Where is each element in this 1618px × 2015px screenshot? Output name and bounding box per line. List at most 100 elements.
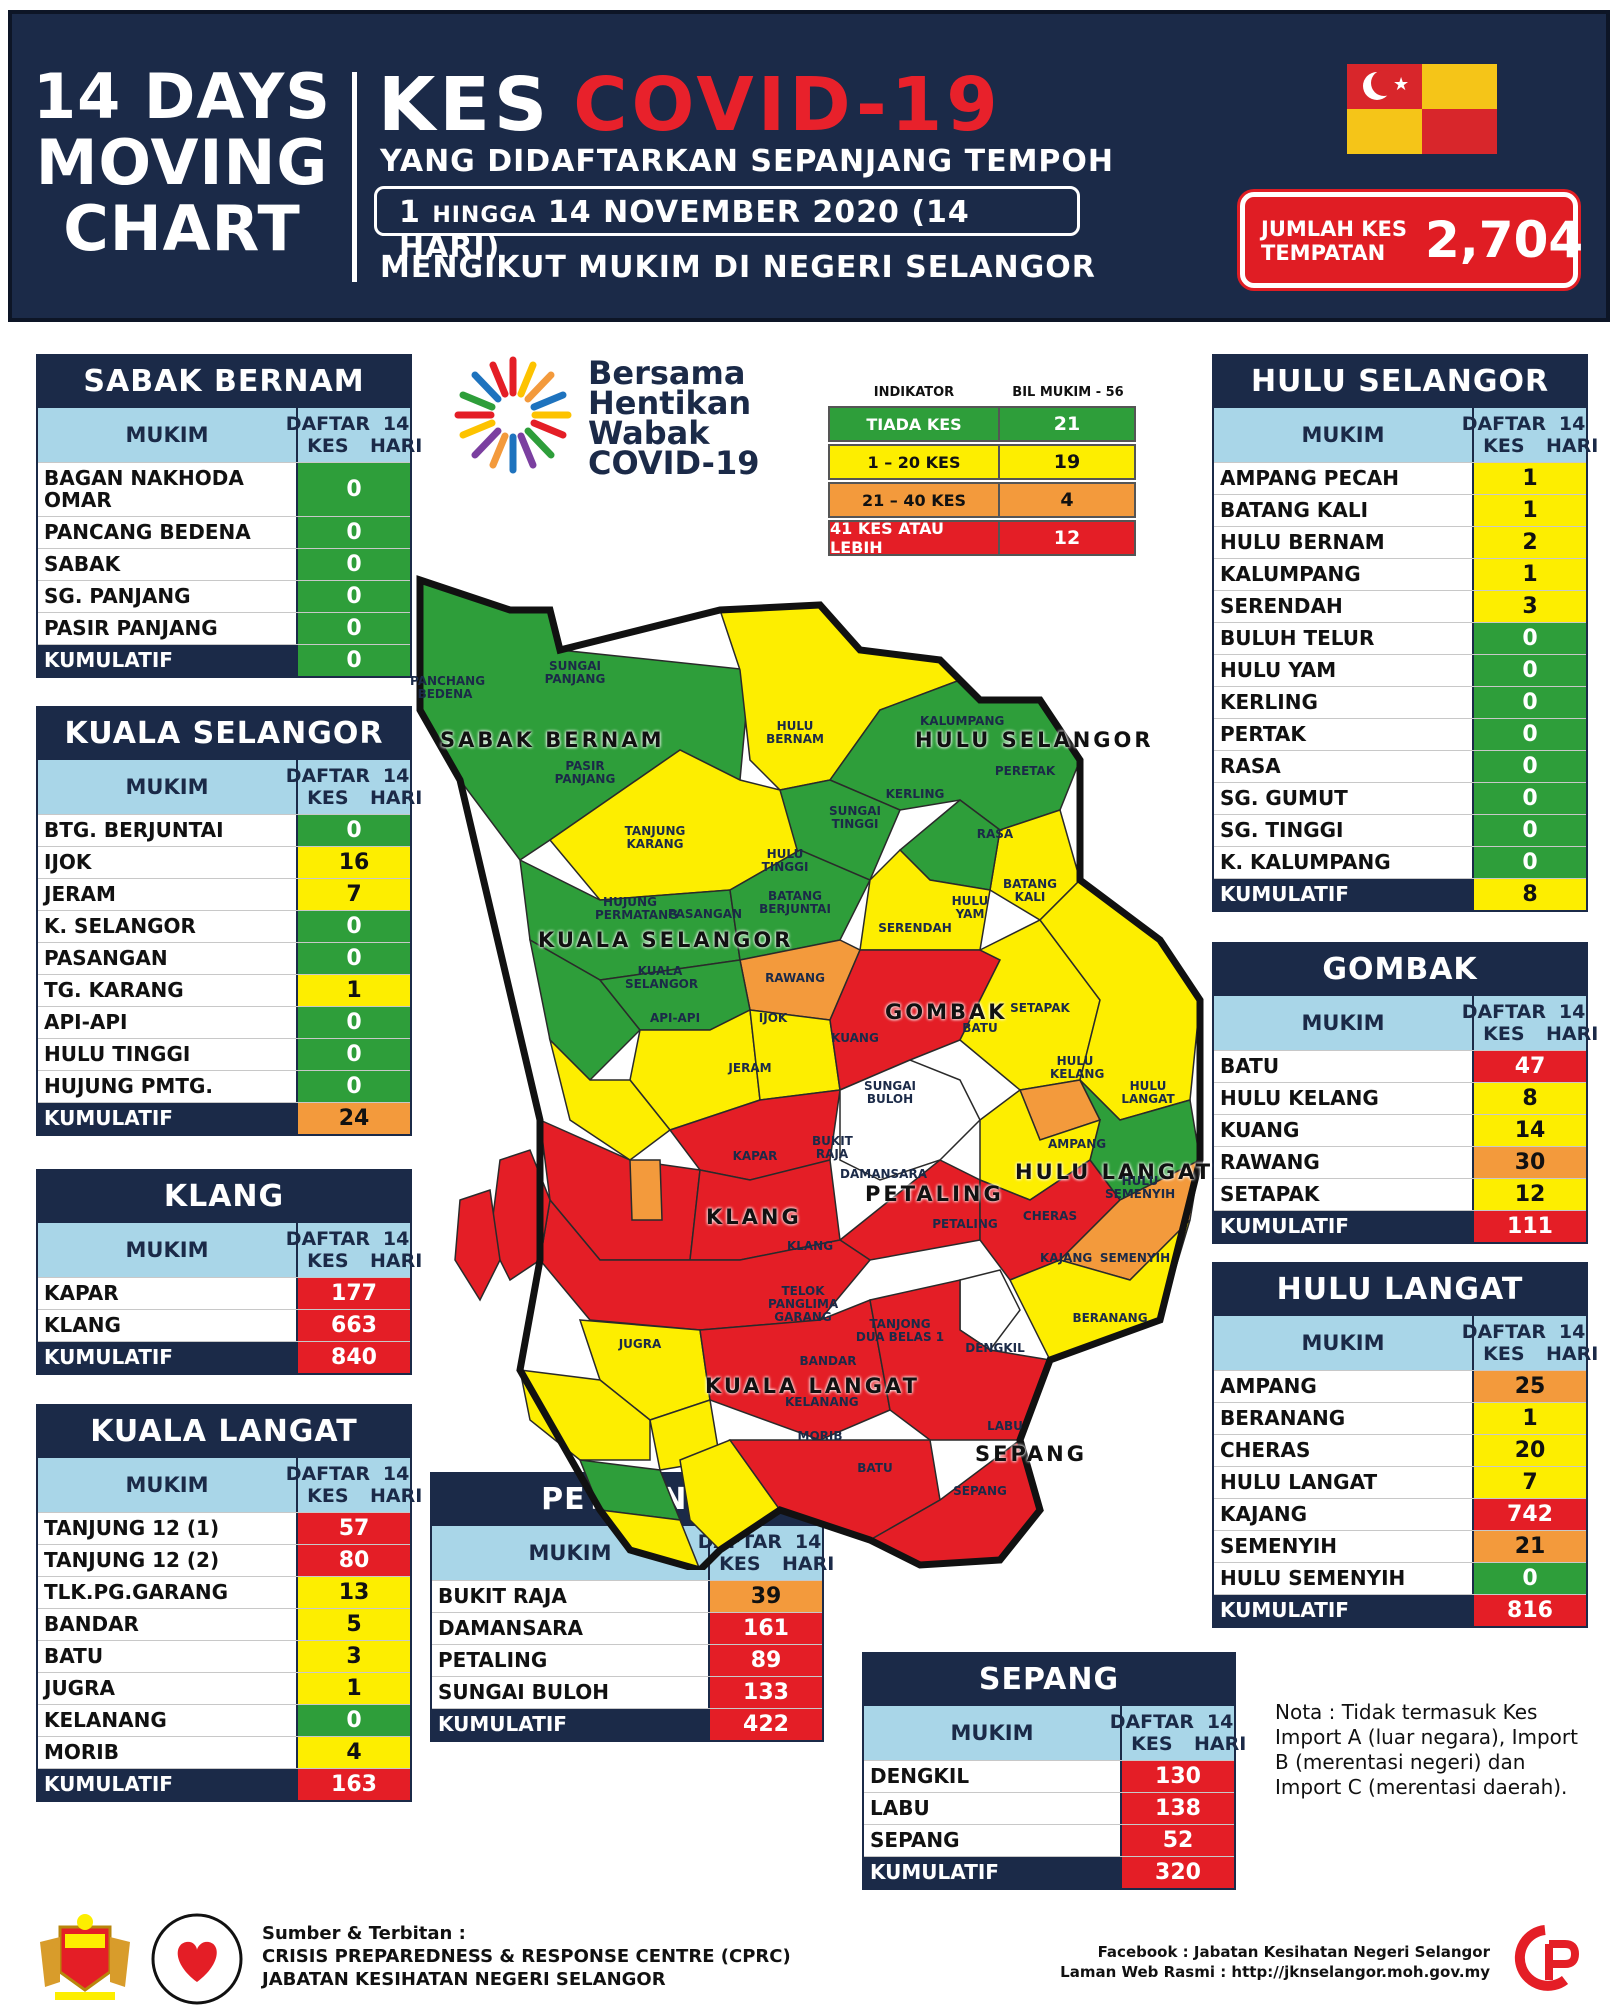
map-label: SUNGAI PANJANG (544, 659, 606, 686)
mukim-name: BAGAN NAKHODA OMAR (38, 463, 298, 516)
mukim-name: SG. PANJANG (38, 581, 298, 612)
mukim-name: LABU (864, 1793, 1122, 1824)
case-count: 130 (1122, 1761, 1234, 1792)
website-link[interactable]: Laman Web Rasmi : http://jknselangor.moh… (1060, 1963, 1490, 1981)
case-count: 20 (1474, 1435, 1586, 1466)
indicator-label: 21 – 40 KES (828, 482, 1000, 518)
table-row: DAMANSARA 161 (432, 1612, 822, 1644)
table-row: HUJUNG PMTG. 0 (38, 1070, 410, 1102)
kumulatif-label: KUMULATIF (38, 1103, 298, 1134)
table-row: HULU SEMENYIH 0 (1214, 1562, 1586, 1594)
table-row: RAWANG 30 (1214, 1146, 1586, 1178)
table-hulu-selangor: HULU SELANGOR MUKIM DAFTAR KES 14 HARI AMPAN… (1212, 354, 1598, 912)
map-district-petaling: PETALING (865, 1182, 1004, 1206)
case-count: 0 (298, 517, 410, 548)
mukim-name: BATU (1214, 1051, 1474, 1082)
case-count: 177 (298, 1278, 410, 1309)
table-row: PASIR PANJANG 0 (38, 612, 410, 644)
table-klang: KLANG MUKIM DAFTAR KES 14 HARI KAPAR 177 KLANG… (36, 1169, 422, 1375)
table-hulu-langat: HULU LANGAT MUKIM DAFTAR KES 14 HARI AMPANG 2… (1212, 1262, 1598, 1628)
kumulatif-label: KUMULATIF (38, 1342, 298, 1373)
table-row: LABU 138 (864, 1792, 1234, 1824)
kumulatif-row: KUMULATIF 320 (864, 1856, 1234, 1888)
case-count: 133 (710, 1677, 822, 1708)
map-label: PANCHANG BEDENA (410, 674, 486, 701)
table-row: BAGAN NAKHODA OMAR 0 (38, 462, 410, 516)
column-mukim: MUKIM (864, 1706, 1122, 1760)
mukim-name: CHERAS (1214, 1435, 1474, 1466)
table-row: SG. PANJANG 0 (38, 580, 410, 612)
case-count: 2 (1474, 527, 1586, 558)
column-daftar-line-2: 14 HARI (369, 413, 423, 457)
map-district-kuala-selangor: KUALA SELANGOR (538, 928, 794, 952)
case-count: 89 (710, 1645, 822, 1676)
column-mukim: MUKIM (38, 760, 298, 814)
mukim-name: KAJANG (1214, 1499, 1474, 1530)
case-count: 0 (298, 463, 410, 516)
table-column-header: MUKIM DAFTAR KES 14 HARI (1214, 408, 1598, 462)
column-daftar-line-1: DAFTAR KES (285, 413, 370, 457)
mukim-name: JERAM (38, 879, 298, 910)
kumulatif-value: 111 (1474, 1211, 1586, 1242)
column-mukim: MUKIM (38, 1458, 298, 1512)
table-title: KLANG (38, 1171, 410, 1223)
mukim-name: HULU YAM (1214, 655, 1474, 686)
table-row: SABAK 0 (38, 548, 410, 580)
column-mukim: MUKIM (38, 1223, 298, 1277)
mukim-name: PERTAK (1214, 719, 1474, 750)
table-row: SEMENYIH 21 (1214, 1530, 1586, 1562)
map-label: PETALING (932, 1217, 998, 1231)
table-row: KLANG 663 (38, 1309, 410, 1341)
kumulatif-value: 816 (1474, 1595, 1586, 1626)
column-daftar-kes: DAFTAR KES 14 HARI (286, 408, 423, 462)
mukim-name: HUJUNG PMTG. (38, 1071, 298, 1102)
kumulatif-value: 840 (298, 1342, 410, 1373)
facebook-link[interactable]: Facebook : Jabatan Kesihatan Negeri Sela… (1097, 1943, 1490, 1961)
kumulatif-value: 422 (710, 1709, 822, 1740)
table-title: KUALA LANGAT (38, 1406, 410, 1458)
subtitle-line-3: MENGIKUT MUKIM DI NEGERI SELANGOR (380, 250, 1096, 285)
column-daftar-line-1: DAFTAR KES (1109, 1711, 1194, 1755)
nota-text: Nota : Tidak termasuk Kes Import A (luar… (1275, 1700, 1578, 1799)
column-daftar-line-1: DAFTAR KES (285, 1463, 370, 1507)
map-label: KALUMPANG (920, 714, 1005, 728)
table-row: SUNGAI BULOH 133 (432, 1676, 822, 1708)
mukim-name: KUANG (1214, 1115, 1474, 1146)
map-label: BATU (962, 1021, 998, 1035)
table-row: KELANANG 0 (38, 1704, 410, 1736)
case-count: 0 (1474, 623, 1586, 654)
table-row: SEPANG 52 (864, 1824, 1234, 1856)
table-column-header: MUKIM DAFTAR KES 14 HARI (38, 1223, 422, 1277)
case-count: 0 (1474, 847, 1586, 878)
case-count: 0 (298, 943, 410, 974)
map-district-gombak: GOMBAK (885, 1000, 1008, 1024)
table-title: SABAK BERNAM (38, 356, 410, 408)
table-row: HULU TINGGI 0 (38, 1038, 410, 1070)
case-count: 52 (1122, 1825, 1234, 1856)
sunburst-icon (454, 356, 572, 474)
table-row: SG. TINGGI 0 (1214, 814, 1586, 846)
column-daftar-line-1: DAFTAR KES (1461, 1321, 1546, 1365)
table-row: PETALING 89 (432, 1644, 822, 1676)
mukim-name: IJOK (38, 847, 298, 878)
table-row: HULU BERNAM 2 (1214, 526, 1586, 558)
mukim-name: JUGRA (38, 1673, 298, 1704)
case-count: 0 (298, 1007, 410, 1038)
case-count: 4 (298, 1737, 410, 1768)
case-count: 0 (1474, 687, 1586, 718)
column-mukim: MUKIM (1214, 996, 1474, 1050)
map-district-sepang: SEPANG (975, 1442, 1087, 1466)
case-count: 0 (298, 549, 410, 580)
case-count: 7 (1474, 1467, 1586, 1498)
column-daftar-line-2: 14 HARI (1545, 1321, 1599, 1365)
case-count: 0 (1474, 815, 1586, 846)
case-count: 0 (1474, 751, 1586, 782)
mukim-name: PASANGAN (38, 943, 298, 974)
case-count: 742 (1474, 1499, 1586, 1530)
mukim-name: HULU TINGGI (38, 1039, 298, 1070)
case-count: 47 (1474, 1051, 1586, 1082)
case-count: 25 (1474, 1371, 1586, 1402)
map-label: HULU KELANG (1050, 1054, 1105, 1081)
mukim-name: TANJUNG 12 (2) (38, 1545, 298, 1576)
case-count: 0 (298, 613, 410, 644)
